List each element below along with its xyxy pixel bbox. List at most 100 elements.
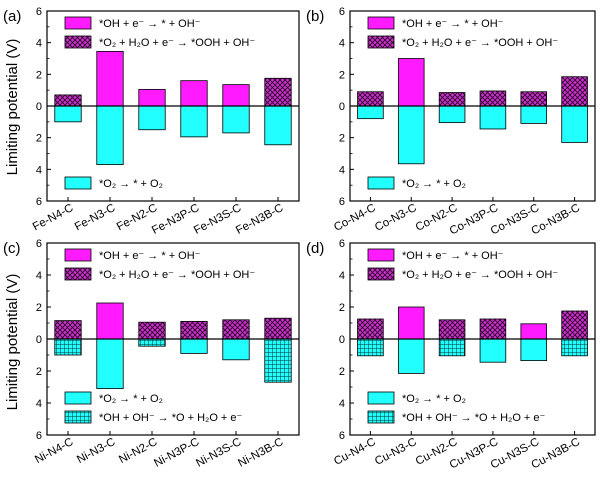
bar-co-n2-c-s1 — [438, 92, 466, 107]
bar-co-n3b-c-s1 — [561, 76, 588, 107]
bar-ni-n4-c-s3 — [54, 338, 82, 356]
bar-co-n4-c-s1 — [357, 91, 384, 107]
bar-ni-n3s-c-s2 — [222, 338, 250, 361]
y-tick-label: 4 — [339, 164, 345, 176]
legend-label: *O₂ → * + O₂ — [402, 393, 466, 405]
bar-fe-n3s-c-s0 — [222, 84, 250, 107]
bar-co-n3s-c-s1 — [520, 91, 548, 107]
bar-ni-n3s-c-s1 — [222, 319, 250, 340]
legend-label: *O₂ + H₂O + e⁻ → *OOH + OH⁻ — [402, 37, 558, 49]
y-tick-label: 4 — [339, 38, 345, 50]
legend-swatch — [64, 248, 92, 262]
bar-ni-n3b-c-s3 — [264, 338, 292, 383]
y-tick-label: 4 — [339, 398, 345, 410]
bar-ni-n2-c-s1 — [138, 321, 166, 340]
bar-co-n3s-c-s2 — [520, 105, 548, 124]
y-tick-label: 0 — [339, 101, 345, 113]
bar-ni-n2-c-s3 — [138, 338, 166, 347]
bar-ni-n3p-c-s2 — [180, 338, 208, 354]
y-tick-label: 4 — [36, 38, 42, 50]
shared-ylabel-top: Limiting potential (V) — [4, 39, 21, 176]
bar-fe-n3-c-s2 — [96, 105, 124, 165]
legend-label: *OH + OH⁻ → *O + H₂O + e⁻ — [99, 412, 243, 424]
y-tick-label: 4 — [36, 164, 42, 176]
y-tick-label: 6 — [339, 196, 345, 208]
legend-swatch — [64, 267, 92, 281]
y-tick-label: 2 — [339, 302, 345, 314]
bar-ni-n3-c-s2 — [96, 338, 124, 389]
y-tick-label: 2 — [36, 302, 42, 314]
bar-cu-n3b-c-s3 — [561, 338, 588, 357]
bar-fe-n3b-c-s2 — [264, 105, 292, 146]
x-tick-label-cu-n3-c: Cu-N3-C — [373, 436, 419, 468]
bar-co-n3p-c-s2 — [479, 105, 507, 130]
bar-cu-n3p-c-s1 — [479, 318, 507, 340]
legend-label: *O₂ + H₂O + e⁻ → *OOH + OH⁻ — [99, 37, 255, 49]
legend-label: *O₂ → * + O₂ — [99, 393, 163, 405]
panel-label: (b) — [306, 8, 324, 25]
bar-co-n3p-c-s1 — [479, 90, 507, 107]
legend-swatch — [64, 176, 92, 190]
bar-co-n3-c-s2 — [397, 105, 425, 165]
bar-fe-n3-c-s0 — [96, 50, 124, 107]
x-tick-label-ni-n3-c: Ni-N3-C — [75, 436, 117, 466]
shared-ylabel-bottom: Limiting potential (V) — [4, 274, 21, 411]
bar-cu-n3p-c-s2 — [479, 338, 507, 363]
x-tick-label-ni-n3b-c: Ni-N3B-C — [236, 436, 285, 470]
bar-co-n3-c-s0 — [397, 58, 425, 107]
panels-group: 6420246Fe-N4-CFe-N3-CFe-N2-CFe-N3P-CFe-N… — [3, 6, 596, 472]
x-tick-label-ni-n3p-c: Ni-N3P-C — [152, 436, 201, 470]
x-tick-label-fe-n3-c: Fe-N3-C — [73, 202, 118, 233]
bar-cu-n3b-c-s1 — [561, 310, 588, 340]
panel-3: 6420246Cu-N4-CCu-N3-CCu-N2-CCu-N3P-CCu-N… — [306, 238, 596, 472]
bar-cu-n3s-c-s2 — [520, 338, 548, 362]
legend-label: *OH + e⁻ → * + OH⁻ — [99, 18, 201, 30]
bar-co-n2-c-s2 — [438, 105, 466, 124]
x-tick-label-co-n3-c: Co-N3-C — [373, 202, 419, 234]
y-tick-label: 4 — [339, 270, 345, 282]
y-tick-label: 4 — [36, 398, 42, 410]
bar-fe-n2-c-s0 — [138, 88, 166, 107]
bar-ni-n4-c-s1 — [54, 320, 82, 340]
legend-swatch — [367, 16, 395, 30]
x-tick-label-fe-n3p-c: Fe-N3P-C — [150, 202, 201, 237]
panel-label: (a) — [3, 8, 21, 25]
bar-fe-n2-c-s2 — [138, 105, 166, 131]
bar-fe-n3b-c-s1 — [264, 77, 292, 107]
y-tick-label: 6 — [36, 238, 42, 250]
bar-fe-n3p-c-s0 — [180, 80, 208, 107]
legend-swatch — [367, 176, 395, 190]
bar-cu-n3-c-s2 — [397, 338, 425, 374]
legend-label: *OH + e⁻ → * + OH⁻ — [402, 18, 504, 30]
x-tick-label-ni-n3s-c: Ni-N3S-C — [194, 436, 243, 470]
legend-label: *O₂ → * + O₂ — [99, 178, 163, 190]
bar-fe-n3p-c-s2 — [180, 105, 208, 138]
x-tick-label-fe-n3b-c: Fe-N3B-C — [234, 202, 285, 237]
y-tick-label: 0 — [36, 334, 42, 346]
y-tick-label: 6 — [339, 430, 345, 442]
legend-label: *OH + e⁻ → * + OH⁻ — [99, 250, 201, 262]
y-tick-label: 4 — [36, 270, 42, 282]
bar-cu-n4-c-s1 — [357, 318, 384, 340]
legend-swatch — [367, 391, 395, 405]
x-tick-label-fe-n3s-c: Fe-N3S-C — [192, 202, 243, 237]
y-tick-label: 2 — [339, 133, 345, 145]
legend-swatch — [367, 267, 395, 281]
y-tick-label: 2 — [339, 69, 345, 81]
y-tick-label: 6 — [36, 430, 42, 442]
panel-label: (c) — [3, 240, 21, 257]
y-tick-label: 6 — [339, 238, 345, 250]
bar-ni-n3p-c-s1 — [180, 320, 208, 340]
panel-label: (d) — [306, 240, 324, 257]
bar-ni-n3b-c-s1 — [264, 317, 292, 340]
y-tick-label: 6 — [36, 196, 42, 208]
bar-ni-n3-c-s0 — [96, 302, 124, 340]
legend-label: *O₂ + H₂O + e⁻ → *OOH + OH⁻ — [99, 269, 255, 281]
y-tick-label: 6 — [36, 6, 42, 18]
y-tick-label: 0 — [339, 334, 345, 346]
bar-co-n3b-c-s2 — [561, 105, 588, 143]
legend-swatch — [64, 410, 92, 424]
y-tick-label: 6 — [339, 6, 345, 18]
